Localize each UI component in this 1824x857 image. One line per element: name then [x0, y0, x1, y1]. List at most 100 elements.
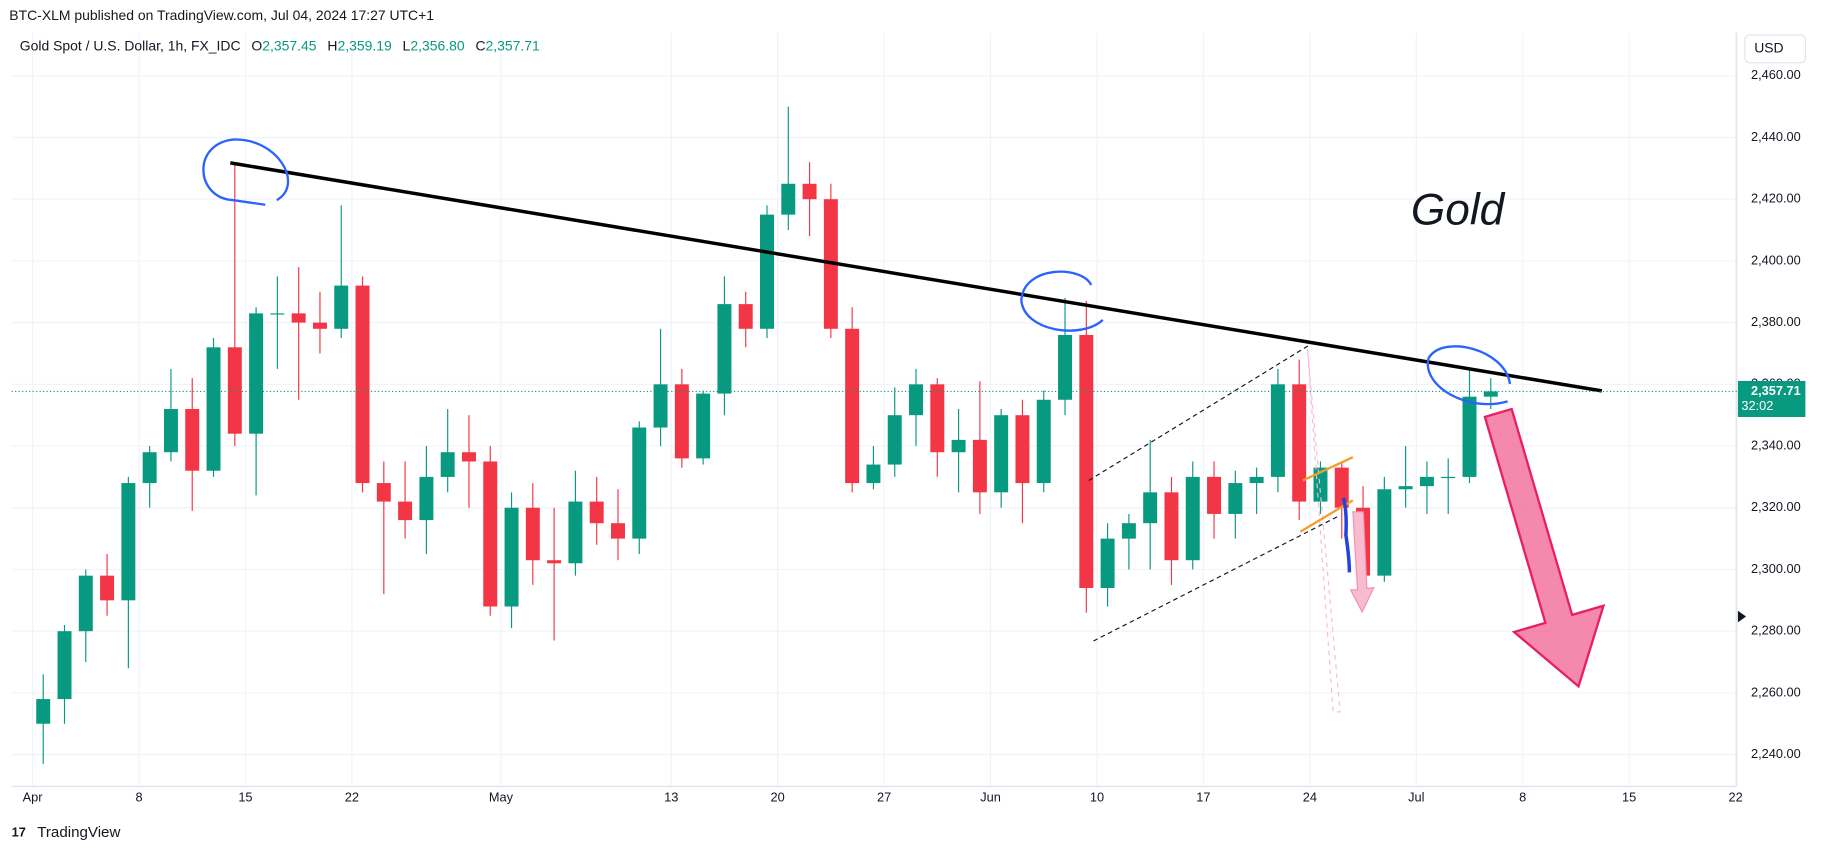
candle-body: [1015, 415, 1030, 484]
candle-body: [419, 476, 434, 521]
y-tick-label: 2,400.00: [1751, 252, 1801, 267]
channel-bottom: [1093, 515, 1339, 642]
candle-body: [1143, 492, 1158, 524]
candle-body: [163, 409, 178, 453]
logo: 17: [12, 824, 26, 839]
ohlc-label: H: [327, 37, 337, 53]
candle-body: [504, 507, 519, 607]
ohlc-label: O: [251, 37, 262, 53]
candle-body: [1185, 476, 1200, 561]
candle-body: [802, 183, 817, 200]
x-tick-label: 10: [1090, 789, 1104, 804]
circle: [202, 138, 290, 206]
y-tick-label: 2,240.00: [1751, 746, 1801, 761]
candle-body: [696, 393, 711, 459]
candle-body: [1100, 538, 1115, 588]
ohlc-value: 2,357.45: [262, 37, 317, 53]
y-tick-label: 2,380.00: [1751, 314, 1801, 329]
x-tick-label: May: [489, 789, 514, 804]
candle-body: [291, 313, 306, 323]
candle-body: [270, 313, 285, 315]
flag-top: [1302, 456, 1354, 482]
marker: [1737, 610, 1747, 623]
candle-body: [994, 415, 1009, 493]
candle-body: [1270, 384, 1285, 477]
candle-body: [483, 461, 498, 607]
candle-body: [547, 560, 562, 564]
drawings: Gold: [202, 138, 1606, 713]
hand-line: [1341, 497, 1352, 573]
y-tick-label: 2,420.00: [1751, 191, 1801, 206]
currency[interactable]: USD: [1754, 40, 1783, 56]
channel-top: [1088, 345, 1309, 481]
candle-body: [1292, 384, 1307, 502]
brand: TradingView: [37, 824, 120, 841]
symbol: Gold Spot / U.S. Dollar, 1h, FX_IDC O2,3…: [20, 37, 540, 53]
candle-body: [845, 328, 860, 484]
candle-body: [312, 322, 327, 329]
ohlc-value: 2,359.19: [337, 37, 392, 53]
publisher: BTC-XLM published on TradingView.com, Ju…: [9, 7, 434, 23]
y-tick-label: 2,280.00: [1751, 623, 1801, 638]
candle-body: [440, 452, 455, 477]
candle-body: [674, 384, 689, 459]
grid: [11, 32, 1737, 787]
candle-body: [1483, 391, 1498, 397]
candle-body: [866, 464, 881, 484]
candle-body: [227, 347, 242, 434]
candle-body: [78, 575, 93, 632]
candle-body: [568, 501, 583, 564]
x-tick-label: 8: [1519, 789, 1526, 804]
candle-body: [887, 415, 902, 465]
candle-body: [249, 313, 264, 434]
x-tick-label: Jun: [980, 789, 1001, 804]
ohlc-label: L: [403, 37, 411, 53]
x-tick-label: 17: [1196, 789, 1210, 804]
x-tick-label: 20: [771, 789, 785, 804]
candle-body: [355, 285, 370, 484]
candle-body: [738, 304, 753, 329]
x-tick-label: 22: [1728, 789, 1742, 804]
candle-body: [781, 183, 796, 215]
x-tick-label: 13: [664, 789, 678, 804]
candle-body: [1121, 523, 1136, 539]
candle-body: [972, 439, 987, 493]
countdown: 32:02: [1741, 398, 1773, 413]
candle-body: [717, 304, 732, 394]
x-tick-label: Jul: [1408, 789, 1424, 804]
candle-body: [1228, 483, 1243, 514]
ohlc-label: C: [475, 37, 485, 53]
circle: [1426, 345, 1512, 406]
price-box: [1737, 380, 1806, 417]
candle-body: [461, 452, 476, 462]
y-tick-label: 2,260.00: [1751, 684, 1801, 699]
price-label: 2,357.71: [1751, 383, 1801, 398]
x-tick-label: 24: [1303, 789, 1317, 804]
candle-body: [1164, 492, 1179, 561]
x-tick-label: 15: [238, 789, 252, 804]
candle-body: [930, 384, 945, 453]
candle-body: [1441, 476, 1456, 479]
candle-body: [57, 631, 72, 700]
candle-body: [100, 575, 115, 601]
annotation: Gold: [1411, 186, 1506, 235]
x-tick-label: Apr: [23, 789, 44, 804]
candle-body: [611, 523, 625, 539]
candle-body: [632, 427, 647, 539]
currency-button[interactable]: [1744, 34, 1806, 64]
x-tick-label: 8: [135, 789, 142, 804]
candle-body: [1377, 489, 1392, 576]
y-tick-label: 2,340.00: [1751, 437, 1801, 452]
big-arrow: [1483, 407, 1606, 689]
candle-body: [1207, 476, 1222, 514]
candle-body: [760, 214, 774, 329]
candle-body: [206, 347, 221, 471]
candle-body: [1419, 476, 1434, 487]
candle-body: [121, 483, 136, 601]
candle-body: [398, 501, 413, 521]
candle-body: [1249, 476, 1264, 484]
ohlc-value: 2,356.80: [410, 37, 465, 53]
candle-body: [1079, 334, 1094, 588]
